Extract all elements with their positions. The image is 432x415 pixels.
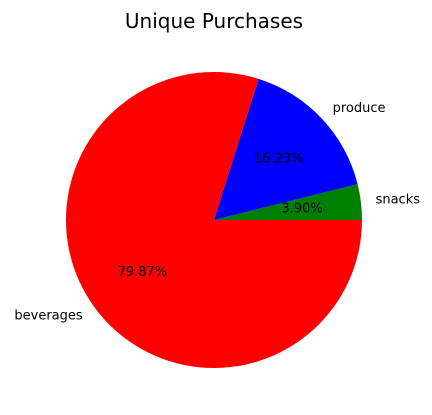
category-label-snacks: snacks [376,193,421,208]
pie-labels: snacks 3.90% produce 16.23% beverages 79.87% [14,101,420,324]
pie-slice-produce [214,78,358,220]
category-label-produce: produce [333,101,386,116]
percent-label-produce: 16.23% [254,152,304,167]
category-label-beverages: beverages [14,309,83,324]
percent-label-beverages: 79.87% [118,265,168,280]
pie-slice-snacks [214,184,362,220]
pie-slice-beverages [66,72,362,369]
percent-label-snacks: 3.90% [281,202,322,217]
pie-slices [66,72,362,369]
chart-title: Unique Purchases [125,9,303,33]
